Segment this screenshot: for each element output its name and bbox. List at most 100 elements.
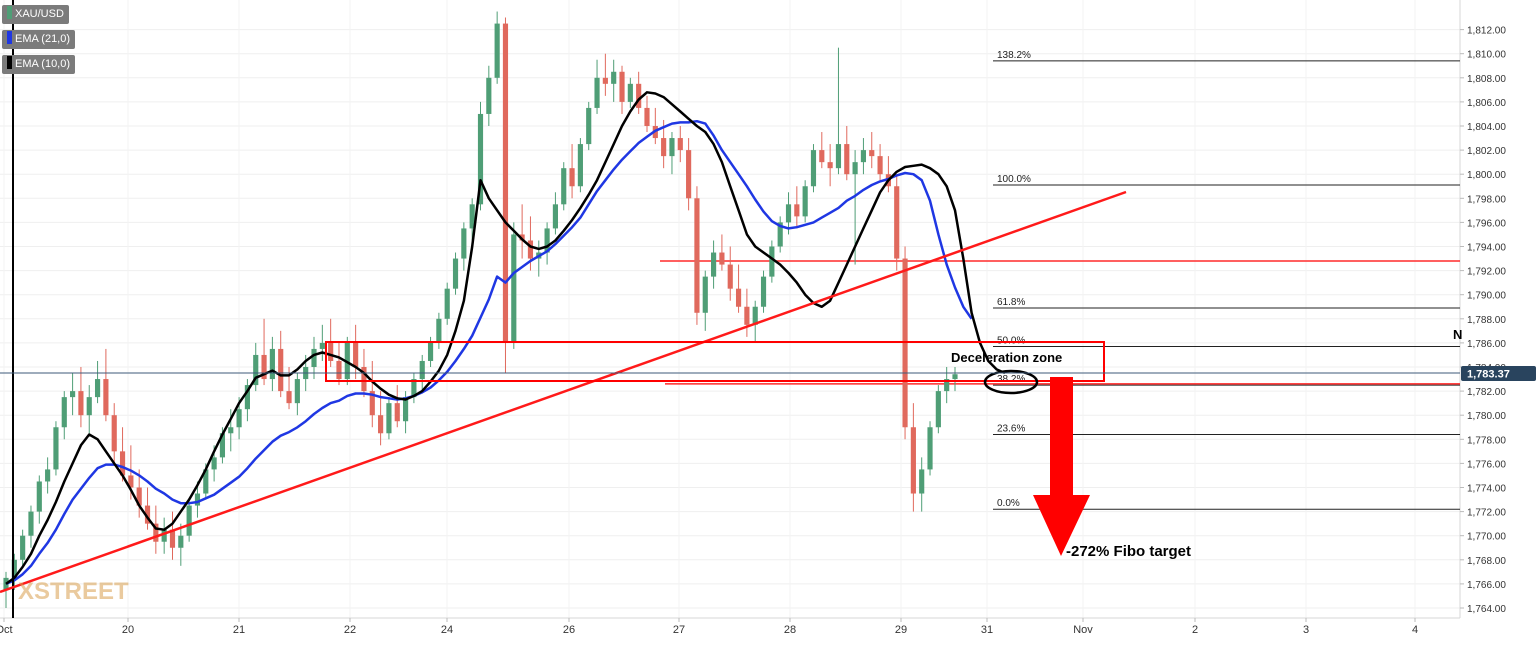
- candle-body: [802, 186, 808, 217]
- legend-ema10[interactable]: EMA (10,0): [2, 55, 76, 74]
- candle-body: [860, 150, 867, 163]
- price-tick-label: 1,786.00: [1467, 339, 1506, 350]
- fib-level-label: 100.0%: [997, 174, 1031, 185]
- legend-symbol-label: XAU/USD: [15, 8, 64, 20]
- time-tick-label: 21: [233, 624, 245, 636]
- candle-body: [835, 144, 842, 169]
- time-axis[interactable]: Oct 20 21 22 24 26 27 28 29 31 Nov 2 3 4: [0, 617, 1460, 636]
- candle-body: [627, 83, 633, 102]
- price-tick-label: 1,792.00: [1467, 267, 1506, 278]
- price-tick-label: 1,768.00: [1467, 556, 1506, 567]
- candle-body: [70, 391, 76, 398]
- top-right-label: N: [1453, 327, 1462, 342]
- candle-body: [486, 77, 492, 114]
- candle-body: [203, 469, 209, 494]
- candle-body: [436, 318, 442, 343]
- candle-body: [777, 222, 783, 247]
- current-price-value: 1,783.37: [1467, 369, 1510, 381]
- target-arrow-head: [1033, 495, 1090, 556]
- time-tick-label: Oct: [0, 624, 13, 636]
- deceleration-zone-box: [325, 341, 1105, 382]
- legend-ema10-label: EMA (10,0): [15, 58, 71, 70]
- candle-body: [711, 252, 717, 277]
- price-tick-label: 1,782.00: [1467, 387, 1506, 398]
- candle-body: [794, 204, 800, 217]
- candle-body: [411, 379, 417, 398]
- fib-382-circle: [983, 369, 1039, 395]
- candle-body: [20, 535, 26, 560]
- candle-body: [619, 71, 625, 102]
- price-tick-label: 1,766.00: [1467, 580, 1506, 591]
- candle-body: [661, 138, 667, 157]
- candle-body: [402, 397, 409, 422]
- price-tick-label: 1,764.00: [1467, 604, 1506, 615]
- fib-level-label: 61.8%: [997, 297, 1025, 308]
- candle-body: [244, 385, 250, 410]
- annotations: Deceleration zone -272% Fibo target XSTR…: [0, 0, 1462, 618]
- candle-body: [228, 427, 234, 434]
- ema10-swatch: [7, 56, 12, 69]
- candle-body: [178, 535, 184, 548]
- price-tick-label: 1,778.00: [1467, 435, 1506, 446]
- candle-body: [935, 391, 941, 428]
- price-tick-label: 1,804.00: [1467, 122, 1506, 133]
- candle-body: [752, 306, 758, 325]
- candle-body: [61, 397, 67, 428]
- candle-body: [103, 379, 109, 416]
- time-tick-label: 26: [563, 624, 575, 636]
- deceleration-zone-label: Deceleration zone: [951, 350, 1062, 365]
- price-tick-label: 1,800.00: [1467, 170, 1506, 181]
- candle-body: [369, 391, 375, 416]
- candle-body: [927, 427, 933, 470]
- candle-body: [319, 342, 325, 349]
- candle-body: [760, 276, 767, 307]
- trendline[interactable]: [0, 190, 1127, 594]
- candle-body: [869, 150, 875, 157]
- candle-body: [494, 23, 500, 78]
- candle-body: [810, 150, 817, 187]
- candle-body: [394, 403, 400, 422]
- candle-body: [469, 204, 475, 229]
- candle-body: [719, 252, 725, 265]
- candle-body: [94, 379, 101, 398]
- candle-body: [477, 113, 484, 205]
- time-tick-label: Nov: [1073, 624, 1093, 636]
- candle-body: [378, 415, 384, 434]
- candle-body: [844, 144, 850, 175]
- time-tick-label: 27: [673, 624, 685, 636]
- legend-symbol[interactable]: XAU/USD: [2, 5, 69, 24]
- price-tick-label: 1,794.00: [1467, 243, 1506, 254]
- candle-body: [686, 150, 692, 199]
- candle-body: [594, 77, 600, 108]
- legend-ema21-label: EMA (21,0): [15, 33, 71, 45]
- candle-body: [311, 348, 317, 367]
- candle-body: [169, 529, 176, 548]
- fib-level-label: 0.0%: [997, 498, 1020, 509]
- candle-body: [11, 559, 17, 578]
- candle-body: [727, 264, 733, 289]
- candle-body: [944, 379, 950, 392]
- candle-body: [119, 451, 126, 476]
- candle-body: [769, 246, 775, 277]
- price-tick-label: 1,802.00: [1467, 146, 1506, 157]
- candle-body: [827, 162, 833, 169]
- time-tick-label: 20: [122, 624, 134, 636]
- candle-body: [153, 523, 159, 542]
- candle-body: [45, 469, 51, 482]
- candle-body: [669, 138, 675, 157]
- candle-body: [419, 360, 425, 380]
- price-tick-label: 1,772.00: [1467, 508, 1506, 519]
- candle-body: [136, 487, 142, 506]
- candle-body: [702, 276, 708, 313]
- legend-ema21[interactable]: EMA (21,0): [2, 30, 76, 49]
- candle-body: [86, 397, 92, 416]
- ema10-line: [5, 91, 1006, 585]
- price-tick-label: 1,806.00: [1467, 98, 1506, 109]
- candle-body: [552, 204, 559, 229]
- candle-body: [361, 367, 367, 392]
- symbol-swatch: [7, 6, 12, 19]
- candle-body: [694, 198, 700, 313]
- time-tick-label: 31: [981, 624, 993, 636]
